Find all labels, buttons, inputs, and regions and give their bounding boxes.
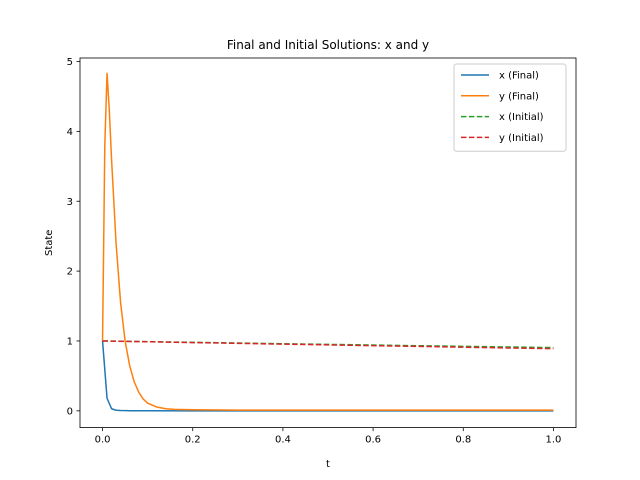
x-axis: 0.0 0.2 0.4 0.6 0.8 1.0 (95, 427, 562, 446)
x-tick-label: 1.0 (546, 435, 562, 446)
y-axis-label: State (44, 230, 55, 256)
y-tick-label: 1 (67, 337, 73, 348)
x-tick-label: 0.4 (275, 435, 291, 446)
x-tick-label: 0.0 (95, 435, 111, 446)
series-line-3 (102, 340, 554, 350)
y-tick-label: 4 (67, 127, 73, 138)
axes-frame (79, 57, 577, 429)
series-line-1 (101, 72, 554, 411)
legend-label: x (Final) (499, 71, 539, 82)
x-tick-label: 0.2 (185, 435, 201, 446)
y-tick-label: 5 (67, 57, 73, 68)
y-axis: 0 1 2 3 4 5 (67, 57, 80, 417)
y-tick-label: 2 (67, 267, 73, 278)
legend-label: y (Final) (499, 91, 539, 102)
legend-label: x (Initial) (499, 112, 544, 123)
legend-frame (453, 63, 567, 152)
x-tick-label: 0.8 (455, 435, 471, 446)
chart-title: Final and Initial Solutions: x and y (227, 38, 429, 52)
y-tick-label: 0 (67, 406, 73, 417)
x-axis-label: t (326, 459, 330, 470)
x-tick-label: 0.6 (365, 435, 381, 446)
y-tick-label: 3 (67, 197, 73, 208)
legend-label: y (Initial) (499, 133, 544, 144)
plot-area (101, 72, 554, 412)
legend: x (Final) y (Final) x (Initial) y (Initial) (453, 63, 567, 152)
